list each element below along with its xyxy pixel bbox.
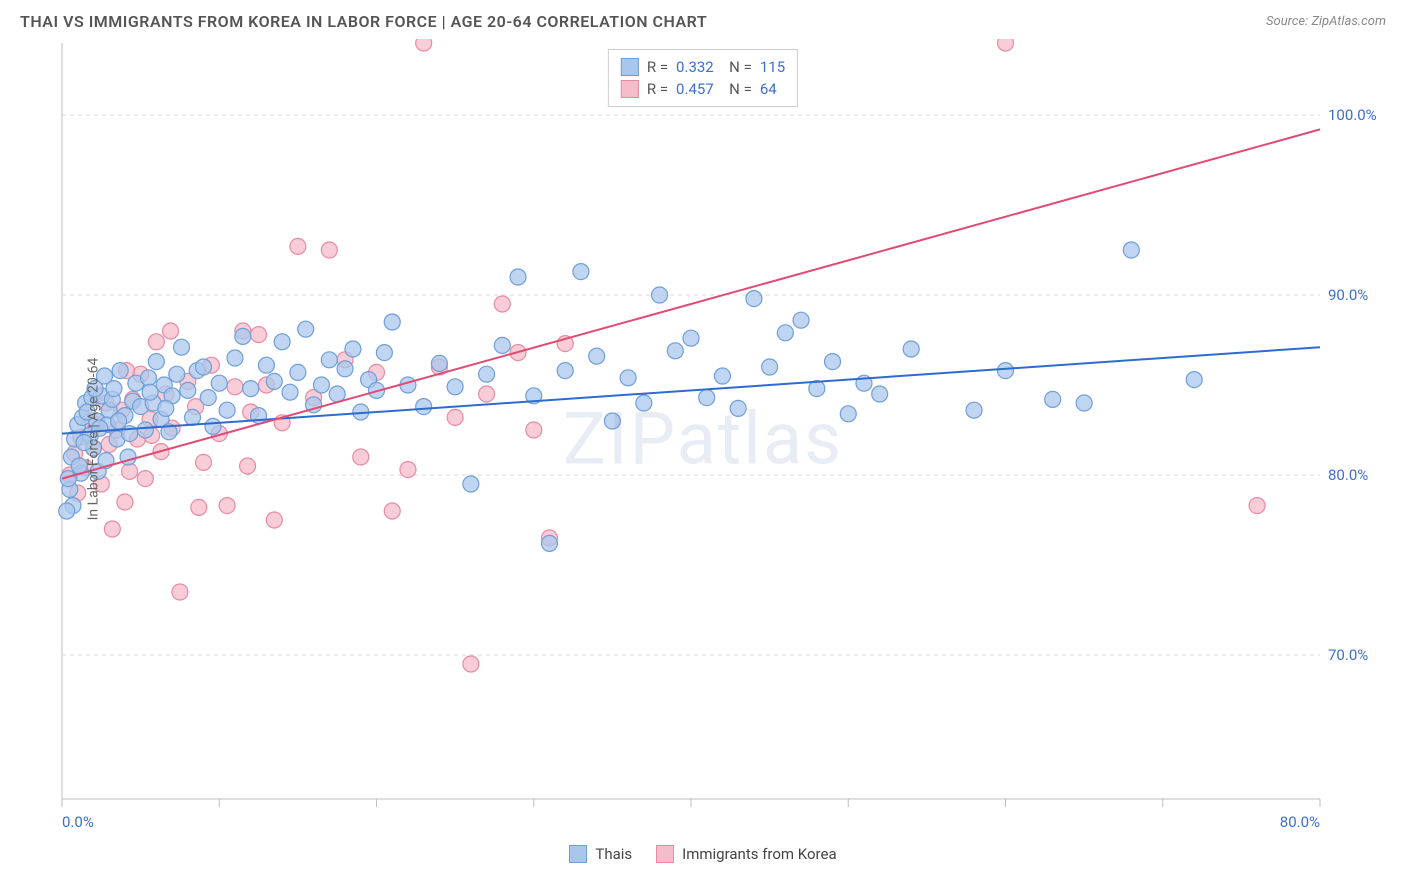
svg-text:100.0%: 100.0% xyxy=(1328,106,1377,124)
chart-title: THAI VS IMMIGRANTS FROM KOREA IN LABOR F… xyxy=(20,12,707,31)
svg-text:0.0%: 0.0% xyxy=(62,813,94,831)
corr-row-thais: R = 0.332 N = 115 xyxy=(621,56,785,78)
legend-swatch-thais xyxy=(569,845,587,863)
chart-source: Source: ZipAtlas.com xyxy=(1266,14,1386,29)
legend-item-thais: Thais xyxy=(569,845,632,863)
legend-item-korea: Immigrants from Korea xyxy=(656,845,836,863)
chart-header: THAI VS IMMIGRANTS FROM KOREA IN LABOR F… xyxy=(0,0,1406,39)
svg-text:90.0%: 90.0% xyxy=(1328,286,1368,304)
y-axis-label: In Labor Force | Age 20-64 xyxy=(85,358,101,521)
swatch-thais xyxy=(621,58,639,76)
svg-text:80.0%: 80.0% xyxy=(1280,813,1320,831)
corr-row-korea: R = 0.457 N = 64 xyxy=(621,78,785,100)
svg-text:80.0%: 80.0% xyxy=(1328,466,1368,484)
swatch-korea xyxy=(621,80,639,98)
legend-swatch-korea xyxy=(656,845,674,863)
series-legend: Thais Immigrants from Korea xyxy=(0,845,1406,863)
svg-text:70.0%: 70.0% xyxy=(1328,646,1368,664)
chart-container: In Labor Force | Age 20-64 ZIPatlas 70.0… xyxy=(20,39,1386,839)
scatter-chart: 70.0% 80.0% 90.0% 100.0% 0.0% 80.0% xyxy=(20,39,1386,839)
correlation-legend: R = 0.332 N = 115 R = 0.457 N = 64 xyxy=(608,49,798,107)
